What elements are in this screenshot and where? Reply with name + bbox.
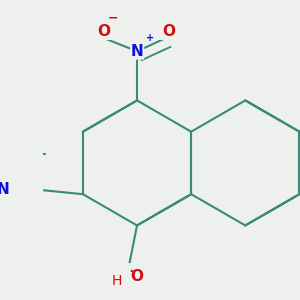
Text: ·: · <box>128 263 134 281</box>
Text: O: O <box>162 24 175 39</box>
Text: N: N <box>131 44 143 59</box>
Text: +: + <box>146 33 154 43</box>
Text: −: − <box>107 11 118 24</box>
Text: O: O <box>130 269 143 284</box>
Text: H: H <box>112 274 122 288</box>
Text: O: O <box>97 24 110 39</box>
Text: N: N <box>0 182 9 197</box>
